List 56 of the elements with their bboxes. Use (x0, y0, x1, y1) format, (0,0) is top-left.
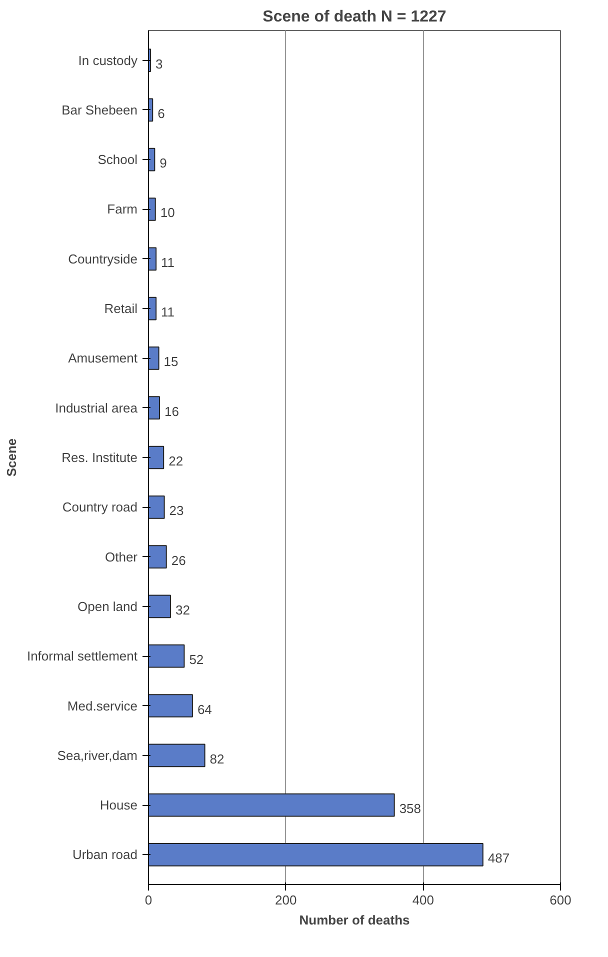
data-label: 6 (158, 106, 165, 121)
chart-title: Scene of death N = 1227 (262, 8, 446, 26)
y-tick-label: Other (104, 549, 138, 564)
y-tick-label: Res. Institute (62, 450, 138, 465)
data-label: 9 (160, 156, 167, 171)
bar (148, 793, 395, 817)
data-label: 32 (175, 602, 190, 618)
data-label: 26 (171, 552, 186, 568)
bar (148, 843, 484, 866)
y-tick-label: Bar Shebeen (62, 102, 138, 118)
y-tick-label: Retail (104, 301, 138, 316)
data-label: 358 (399, 801, 422, 816)
bar (148, 545, 167, 568)
y-tick-label: Amusement (68, 350, 138, 366)
y-tick-label: Sea,river,dam (57, 748, 138, 763)
bar (148, 346, 160, 370)
bar (148, 495, 165, 519)
data-label: 82 (210, 751, 224, 766)
y-tick-label: Urban road (72, 847, 138, 862)
bar (148, 446, 164, 470)
y-tick-label: Country road (62, 500, 138, 515)
data-label: 64 (197, 702, 212, 717)
data-label: 11 (161, 254, 175, 270)
bar (148, 396, 160, 420)
y-tick-label: School (98, 152, 138, 168)
y-tick-label: House (100, 798, 138, 813)
y-tick-label: Farm (107, 202, 138, 217)
y-tick-label: In custody (78, 52, 138, 68)
x-axis-title: Number of deaths (299, 912, 410, 928)
bar (148, 744, 206, 768)
y-tick-label: Informal settlement (26, 648, 138, 664)
data-label: 10 (160, 205, 175, 220)
bar (148, 296, 157, 320)
data-label: 16 (164, 404, 179, 419)
y-tick-label: Industrial area (55, 400, 138, 416)
bar (148, 247, 157, 271)
data-label: 22 (168, 454, 184, 468)
data-label: 23 (169, 503, 184, 518)
data-label: 11 (161, 304, 175, 320)
bar (148, 198, 156, 221)
x-tick-label: 200 (274, 892, 297, 908)
y-axis-title: Scene (4, 438, 19, 477)
y-tick-label: Med.service (67, 698, 138, 714)
bar (148, 694, 193, 718)
x-tick-label: 400 (412, 892, 434, 908)
bar (148, 148, 156, 172)
x-tick-label: 600 (550, 892, 572, 908)
bar (148, 644, 185, 668)
data-label: 15 (164, 354, 178, 370)
y-tick-label: Countryside (68, 251, 138, 266)
y-tick-label: Open land (78, 598, 138, 614)
data-label: 3 (156, 56, 163, 72)
bar (148, 594, 171, 618)
data-label: 487 (488, 850, 510, 866)
data-label: 52 (189, 652, 204, 668)
x-tick-label: 0 (144, 892, 152, 908)
